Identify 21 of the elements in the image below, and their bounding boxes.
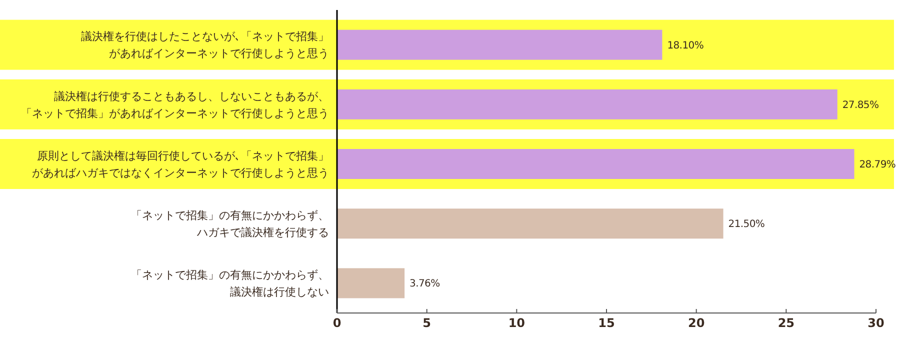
y-tick-label: 原則として議決権は毎回行使しているが､「ネットで招集」があればハガキではなくインターネットで行使しようと思う	[32, 149, 329, 180]
y-tick-label: 「ネットで招集」の有無にかかわらず、議決権は行使しない	[131, 268, 329, 299]
y-tick-label: 議決権は行使することもあるし、しないこともあるが、「ネットで招集」があればインターネットで行使しようと思う	[21, 90, 329, 120]
data-label: 3.76%	[410, 278, 440, 290]
data-label: 27.85%	[842, 100, 879, 111]
bar	[337, 268, 405, 298]
y-tick-label: 議決権を行使はしたことないが､「ネットで招集」があればインターネットで行使しようと思う	[81, 30, 329, 60]
x-tick-label: 10	[508, 316, 526, 330]
bar	[337, 149, 854, 179]
y-tick-label: 「ネットで招集」の有無にかかわらず、ハガキで議決権を行使する	[131, 208, 329, 239]
bar	[337, 89, 838, 120]
data-label: 18.10%	[667, 40, 704, 52]
x-tick-label: 0	[332, 316, 342, 330]
bar	[337, 208, 724, 239]
bar	[337, 30, 662, 60]
x-tick-label: 15	[598, 316, 615, 330]
x-tick-label: 25	[778, 316, 795, 330]
x-tick-label: 5	[422, 316, 432, 330]
x-tick-label: 30	[868, 316, 884, 330]
data-label: 21.50%	[728, 219, 765, 230]
x-tick-label: 20	[688, 316, 705, 330]
